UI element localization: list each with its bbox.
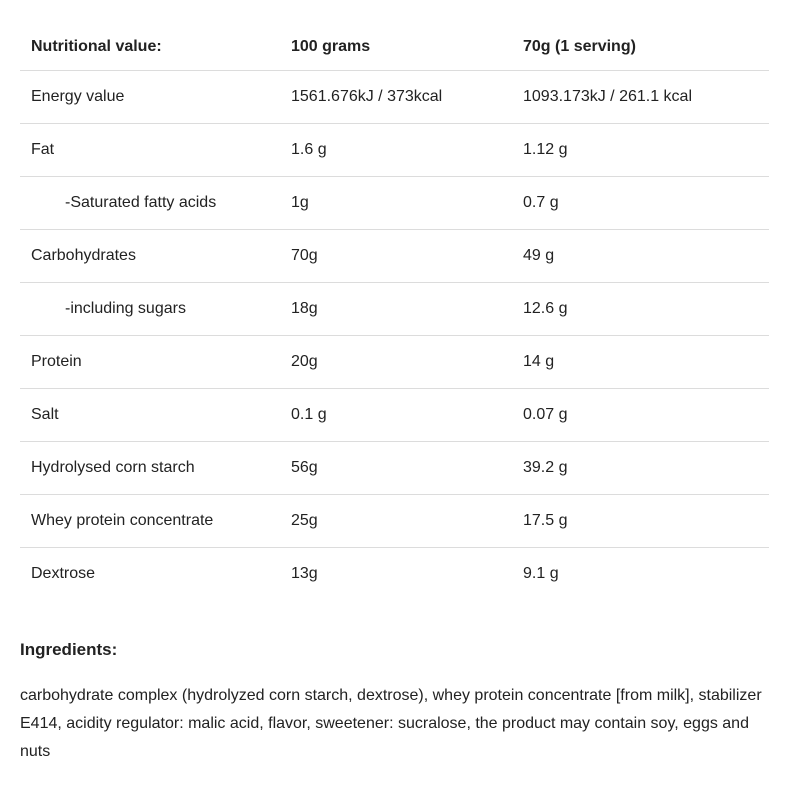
row-per-serving: 1093.173kJ / 261.1 kcal [512,70,769,124]
table-row: Salt 0.1 g 0.07 g [20,388,769,442]
row-name: Whey protein concentrate [20,494,280,548]
row-per-100g: 18g [280,282,512,336]
row-name: Fat [20,123,280,177]
row-per-100g: 1g [280,176,512,230]
row-name: Carbohydrates [20,229,280,283]
row-name: -Saturated fatty acids [20,176,280,230]
header-100-grams: 100 grams [280,23,512,71]
row-name: Salt [20,388,280,442]
row-per-serving: 49 g [512,229,769,283]
row-per-100g: 56g [280,441,512,495]
row-per-100g: 20g [280,335,512,389]
table-row: Fat 1.6 g 1.12 g [20,123,769,177]
row-per-100g: 25g [280,494,512,548]
table-row: Protein 20g 14 g [20,335,769,389]
table-row: Dextrose 13g 9.1 g [20,548,769,601]
table-row: Energy value 1561.676kJ / 373kcal 1093.1… [20,70,769,124]
row-per-serving: 39.2 g [512,441,769,495]
ingredients-heading: Ingredients: [20,640,118,659]
row-per-100g: 13g [291,565,318,582]
row-name: Energy value [20,70,280,124]
table-row: -Saturated fatty acids 1g 0.7 g [20,176,769,230]
table-row: Whey protein concentrate 25g 17.5 g [20,494,769,548]
table-row: Hydrolysed corn starch 56g 39.2 g [20,441,769,495]
row-name: Hydrolysed corn starch [20,441,280,495]
row-per-100g: 1.6 g [280,123,512,177]
table-row: Carbohydrates 70g 49 g [20,229,769,283]
row-per-serving: 9.1 g [523,565,559,582]
row-per-100g: 0.1 g [280,388,512,442]
row-name: Dextrose [31,565,96,582]
row-per-100g: 70g [280,229,512,283]
row-per-100g: 1561.676kJ / 373kcal [280,70,512,124]
row-per-serving: 12.6 g [512,282,769,336]
row-per-serving: 0.07 g [512,388,769,442]
header-nutritional-value: Nutritional value: [20,23,280,71]
row-per-serving: 14 g [512,335,769,389]
nutrition-table: Nutritional value: 100 grams 70g (1 serv… [20,23,769,600]
ingredients-text: carbohydrate complex (hydrolyzed corn st… [20,687,762,760]
table-header-row: Nutritional value: 100 grams 70g (1 serv… [20,23,769,71]
row-per-serving: 1.12 g [512,123,769,177]
row-per-serving: 0.7 g [512,176,769,230]
header-serving: 70g (1 serving) [512,23,769,71]
row-name: Protein [20,335,280,389]
row-name: -including sugars [20,282,280,336]
row-per-serving: 17.5 g [512,494,769,548]
table-row: -including sugars 18g 12.6 g [20,282,769,336]
